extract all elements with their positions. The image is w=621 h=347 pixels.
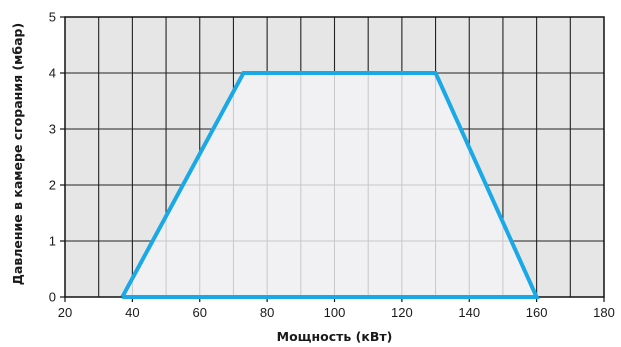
operating-area-outline [120, 71, 540, 299]
y-tick-label: 5 [49, 10, 56, 25]
x-tick-label: 120 [391, 305, 413, 320]
y-tick-label: 3 [49, 122, 56, 137]
y-tick-label: 1 [49, 234, 56, 249]
x-tick-label: 140 [458, 305, 480, 320]
x-axis-label: Мощность (кВт) [277, 329, 393, 344]
x-tick-labels: 20 40 60 80 100 120 140 160 180 [58, 297, 615, 320]
x-tick-label: 40 [125, 305, 139, 320]
y-tick-labels: 0 1 2 3 4 5 [49, 10, 65, 305]
y-tick-label: 2 [49, 178, 56, 193]
x-tick-label: 60 [193, 305, 207, 320]
x-tick-label: 180 [593, 305, 615, 320]
x-tick-label: 100 [324, 305, 346, 320]
x-tick-label: 20 [58, 305, 72, 320]
x-tick-label: 80 [260, 305, 274, 320]
y-axis-label: Давление в камере сгорания (мбар) [10, 23, 25, 285]
y-tick-label: 0 [49, 290, 56, 305]
y-tick-label: 4 [49, 66, 56, 81]
x-tick-label: 160 [526, 305, 548, 320]
